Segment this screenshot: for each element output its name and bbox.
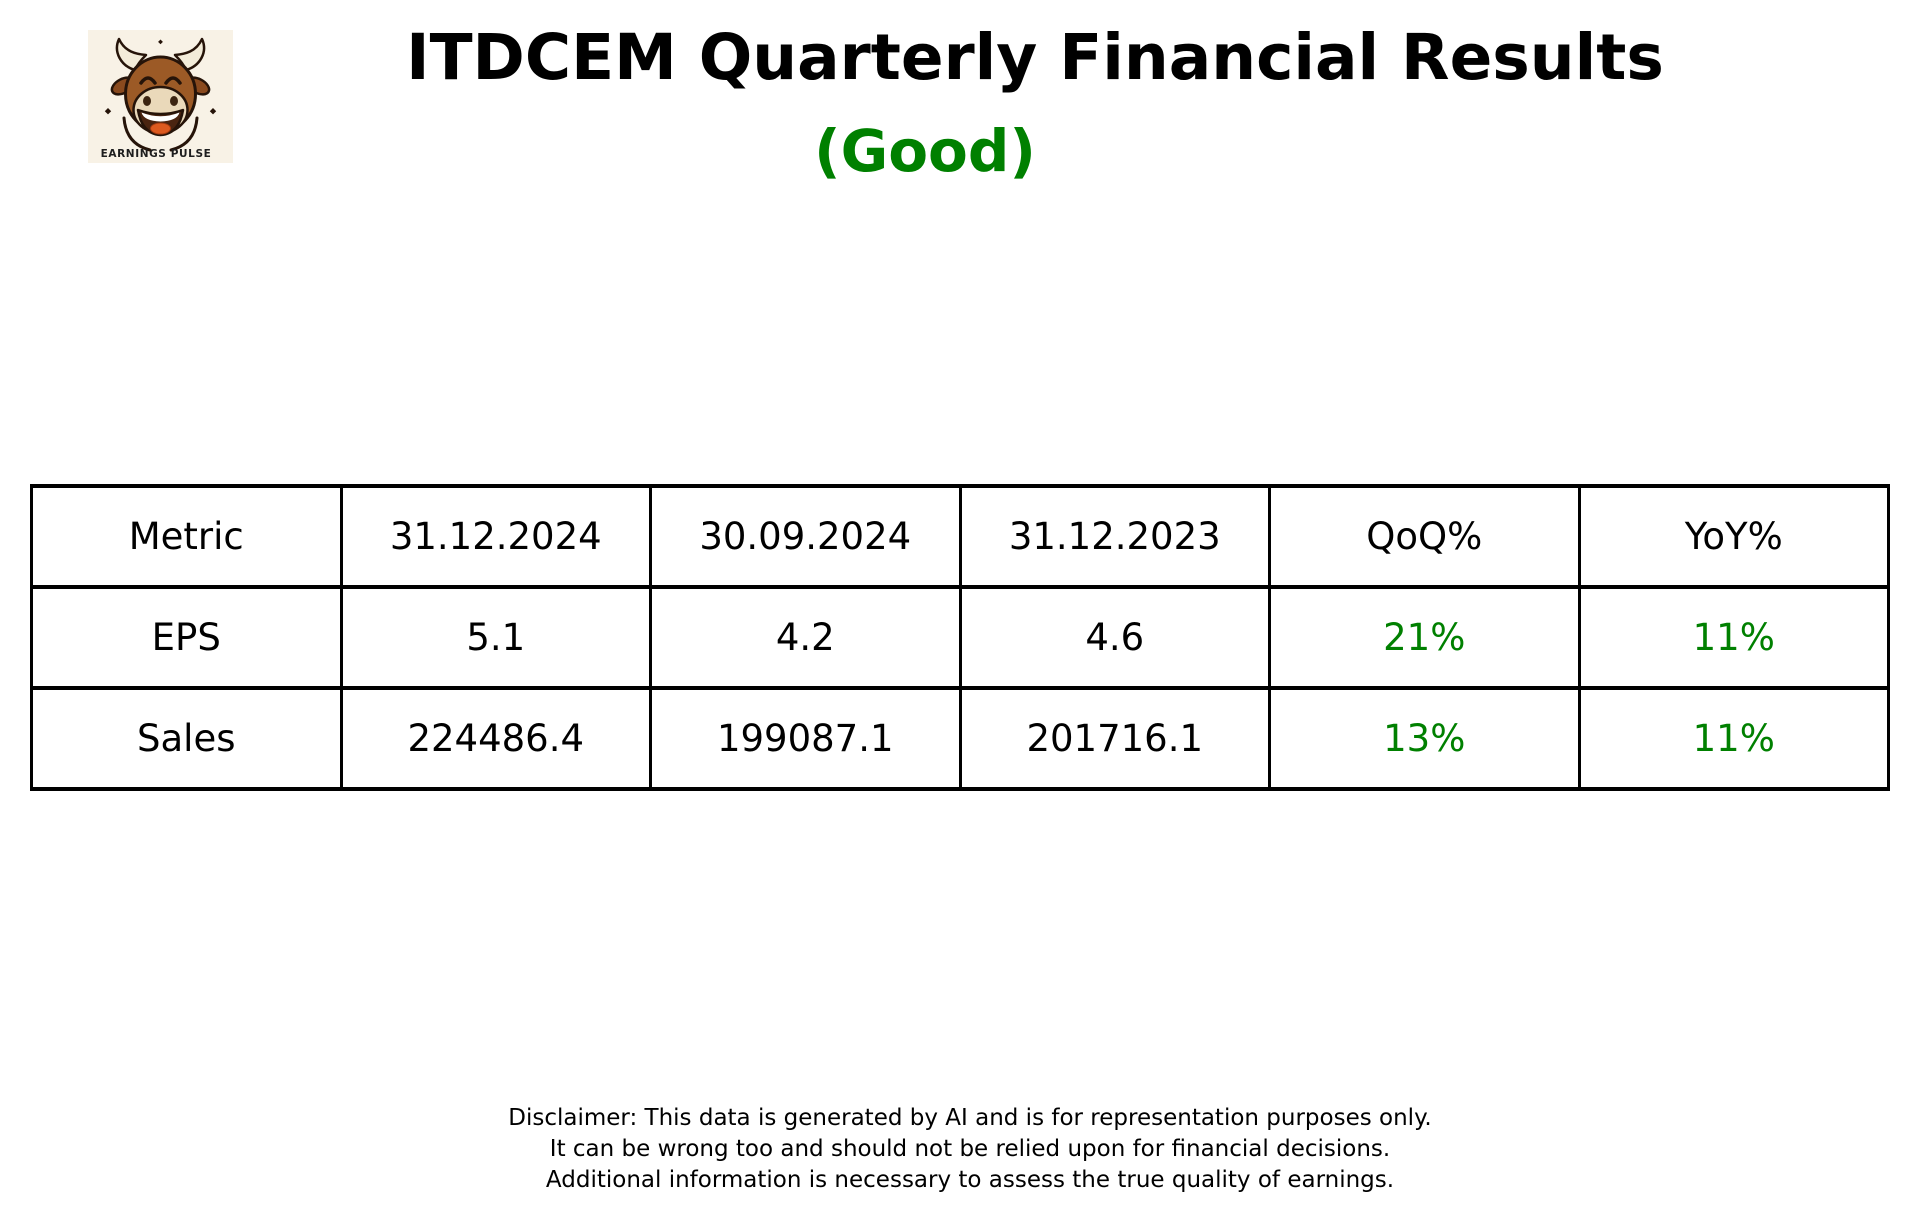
eps-previous-quarter-value: 4.2 [649,585,962,690]
sales-qoq-percent: 13% [1268,686,1581,791]
table-header: Metric 31.12.2024 30.09.2024 31.12.2023 … [30,484,1890,589]
disclaimer-line-1: Disclaimer: This data is generated by AI… [508,1105,1432,1131]
column-header-previous-quarter: 30.09.2024 [649,484,962,589]
bull-logo-icon: EARNINGS PULSE [88,30,233,163]
table-header-row: Metric 31.12.2024 30.09.2024 31.12.2023 … [30,484,1890,589]
page-title: ITDCEM Quarterly Financial Results [406,21,1664,94]
sales-yoy-percent: 11% [1577,686,1890,791]
eps-yoy-percent: 11% [1577,585,1890,690]
verdict-badge: (Good) [814,117,1036,185]
table-row-eps: EPS 5.1 4.2 4.6 21% 11% [30,585,1890,690]
financial-results-table: Metric 31.12.2024 30.09.2024 31.12.2023 … [30,484,1890,791]
bull-eye-right [164,76,182,85]
column-header-year-ago-quarter: 31.12.2023 [958,484,1271,589]
bull-tongue [150,122,171,135]
column-header-qoq: QoQ% [1268,484,1581,589]
sales-previous-quarter-value: 199087.1 [649,686,962,791]
disclaimer-line-2: It can be wrong too and should not be re… [549,1136,1391,1162]
sales-metric-label: Sales [30,686,343,791]
eps-year-ago-value: 4.6 [958,585,1271,690]
column-header-yoy: YoY% [1577,484,1890,589]
logo-brand-text: EARNINGS PULSE [101,148,212,160]
bull-teeth [141,112,180,122]
table-row-sales: Sales 224486.4 199087.1 201716.1 13% 11% [30,686,1890,791]
earnings-pulse-logo: EARNINGS PULSE [88,30,233,163]
disclaimer-line-3: Additional information is necessary to a… [545,1167,1395,1193]
eps-current-quarter-value: 5.1 [339,585,652,690]
sales-current-quarter-value: 224486.4 [339,686,652,791]
eps-metric-label: EPS [30,585,343,690]
sales-year-ago-value: 201716.1 [958,686,1271,791]
eps-qoq-percent: 21% [1268,585,1581,690]
column-header-current-quarter: 31.12.2024 [339,484,652,589]
table-body: EPS 5.1 4.2 4.6 21% 11% Sales 224486.4 1… [30,585,1890,791]
disclaimer: Disclaimer: This data is generated by AI… [320,1103,1620,1196]
column-header-metric: Metric [30,484,343,589]
bull-eye-left [139,76,157,85]
